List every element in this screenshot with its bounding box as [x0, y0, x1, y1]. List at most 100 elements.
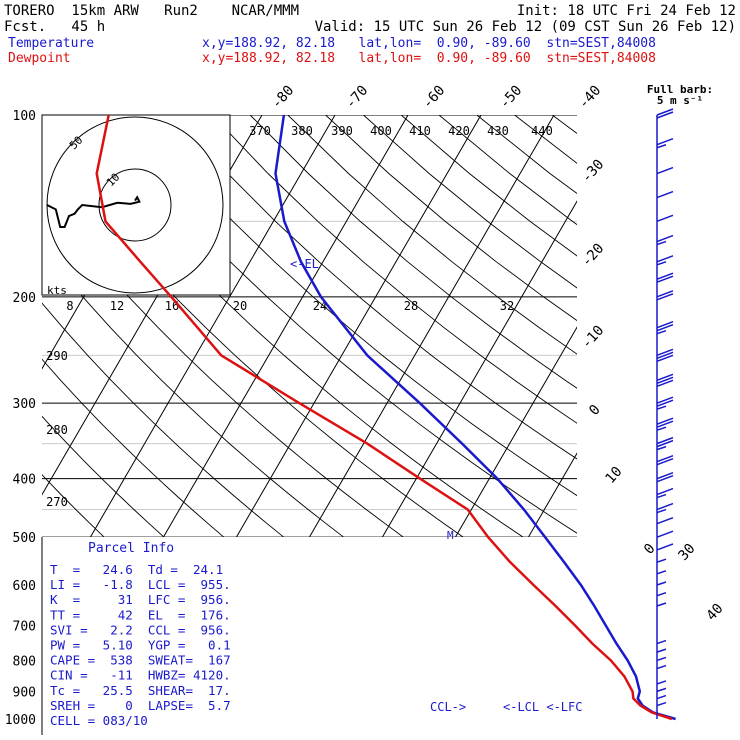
wind-barb-flag	[656, 272, 674, 280]
wind-barb-flag	[656, 275, 674, 283]
parcel-info-title: Parcel Info	[88, 541, 174, 556]
wind-barb-half	[656, 701, 667, 707]
init-time: Init: 18 UTC Fri 24 Feb 12	[516, 3, 736, 19]
isotherm-label: -70	[343, 83, 372, 113]
lcl-lfc-annotation: <-LCL <-LFC	[503, 700, 582, 714]
isobar-label: 600	[13, 579, 36, 594]
wind-barb-flag	[656, 190, 674, 199]
moist-adiabat	[686, 221, 740, 719]
wind-barb-flag	[656, 373, 674, 382]
isotherm-label: 10	[602, 464, 625, 487]
wind-barb-flag	[656, 354, 674, 363]
isobar-label: 200	[13, 291, 36, 306]
wind-barb-flag	[656, 379, 674, 388]
wind-barb-flag	[656, 290, 674, 298]
isobar-label: 1000	[5, 713, 36, 728]
el-annotation: <-EL	[290, 257, 319, 271]
wind-barb-flag	[656, 530, 674, 538]
wind-barb-half	[656, 581, 667, 586]
speed-scale-label: 12	[110, 299, 124, 313]
isobar-label: 800	[13, 654, 36, 669]
speed-scale-label: 20	[233, 299, 247, 313]
isotherm-label: -20	[579, 241, 608, 271]
dry-adiabat	[98, 115, 577, 534]
isotherm-label: 0	[586, 402, 604, 419]
theta-label: 370	[249, 124, 271, 138]
hodograph-trace	[46, 195, 141, 228]
wind-barb-flag	[656, 474, 674, 483]
wind-barb-half	[656, 330, 667, 335]
wind-barb-half	[656, 405, 667, 410]
melting-annotation: M	[447, 529, 454, 542]
wind-barb-flag	[656, 458, 674, 466]
wind-barb-flag	[656, 293, 674, 301]
speed-scale-label: 24	[313, 299, 327, 313]
wind-barb-flag	[656, 351, 674, 360]
parcel-info-row: PW = 5.10 YGP = 0.1	[50, 638, 231, 653]
wind-barb-flag	[656, 455, 674, 463]
wind-barb-flag	[656, 439, 674, 448]
theta-label: 430	[487, 124, 509, 138]
wind-barb-flag	[656, 396, 674, 404]
wind-barb-half	[656, 570, 667, 575]
wind-barb-flag	[656, 502, 674, 511]
wind-barb-flag	[656, 517, 674, 525]
parcel-info-row: CELL = 083/10	[50, 713, 148, 728]
parcel-panel-bg	[42, 537, 693, 735]
theta-label: 400	[370, 124, 392, 138]
wind-barb-flag	[656, 348, 674, 357]
wind-barb-flag	[656, 487, 674, 496]
hodograph-units-label: kts	[47, 284, 67, 297]
wind-barb-flag	[656, 324, 674, 332]
theta-label: 410	[409, 124, 431, 138]
wind-barb-half	[656, 656, 667, 662]
isobar-label: 500	[13, 531, 36, 546]
wind-barb-flag	[656, 108, 674, 116]
barb-legend-units: 5 m s⁻¹	[657, 94, 703, 107]
isobar-label: 300	[13, 397, 36, 412]
isotherm-label: -30	[579, 157, 608, 187]
wind-barb-half	[656, 639, 667, 645]
wind-barb-half	[656, 445, 667, 451]
theta-label: 420	[448, 124, 470, 138]
wind-barb-flag	[656, 111, 674, 119]
wind-barb-half	[656, 240, 667, 246]
wind-barb-half	[656, 493, 667, 499]
wind-barb-flag	[656, 234, 674, 243]
parcel-info-row: K = 31 LFC = 956.	[50, 592, 231, 607]
parcel-info-row: TT = 42 EL = 176.	[50, 607, 231, 622]
dewpoint-legend: Dewpoint	[8, 51, 71, 66]
wind-barb-half	[656, 648, 667, 653]
dry-adiabat	[211, 115, 577, 424]
wind-barb-flag	[656, 138, 674, 146]
isobar-label: 900	[13, 685, 36, 700]
temperature-location: x,y=188.92, 82.18 lat,lon= 0.90, -89.60 …	[202, 36, 656, 51]
hodograph-box	[41, 114, 231, 296]
wind-barb-flag	[656, 321, 674, 329]
wind-barb-half	[656, 680, 667, 685]
isotherm-label: 40	[703, 601, 726, 624]
wind-barb-half	[656, 558, 667, 563]
isotherm-label: -50	[497, 83, 526, 113]
wind-barb-flag	[656, 543, 674, 551]
wind-barb-flag	[656, 255, 674, 263]
parcel-info-row: CIN = -11 HWBZ= 4120.	[50, 668, 231, 683]
speed-scale-label: 32	[500, 299, 514, 313]
theta-label: 440	[531, 124, 553, 138]
wind-barb-flag	[656, 420, 674, 428]
wind-barb-half	[656, 602, 667, 607]
wind-barb-half	[656, 144, 667, 149]
wind-barb-half	[656, 426, 667, 431]
wind-barb-flag	[656, 471, 674, 480]
isotherm-line	[708, 115, 740, 732]
temperature-line	[274, 114, 676, 721]
parcel-info-row: SVI = 2.2 CCL = 956.	[50, 622, 231, 637]
dry-adiabat	[249, 115, 577, 389]
dewpoint-line	[95, 114, 673, 721]
parcel-info-row: LI = -1.8 LCL = 955.	[50, 577, 231, 592]
parcel-info-row: Tc = 25.5 SHEAR= 17.	[50, 683, 231, 698]
wind-barb-flag	[656, 436, 674, 445]
speed-scale-label: 16	[165, 299, 179, 313]
model-title: TORERO 15km ARW Run2 NCAR/MMM	[4, 3, 300, 19]
